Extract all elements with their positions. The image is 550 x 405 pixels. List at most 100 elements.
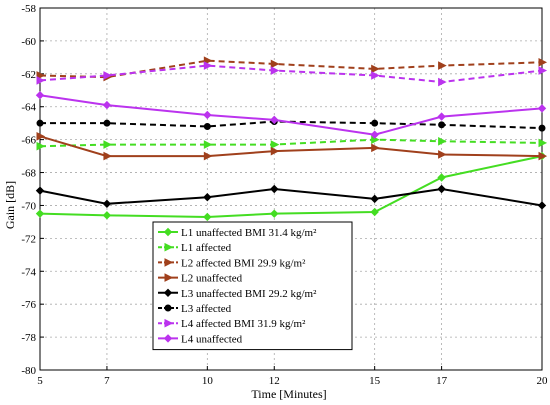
series-5 bbox=[35, 184, 547, 210]
legend-label: L3 affected bbox=[181, 303, 232, 315]
legend-entry: L3 unaffected BMI 29.2 kg/m² bbox=[158, 288, 317, 300]
data-point bbox=[203, 140, 213, 149]
legend-label: L4 affected BMI 31.9 kg/m² bbox=[181, 318, 306, 330]
legend-label: L1 affected bbox=[181, 242, 232, 254]
data-point bbox=[537, 104, 547, 113]
legend-marker bbox=[164, 273, 174, 282]
data-point bbox=[538, 66, 548, 75]
data-point bbox=[438, 136, 447, 146]
data-point bbox=[103, 151, 113, 161]
series-line bbox=[39, 138, 543, 148]
series-line bbox=[39, 187, 543, 207]
y-tick-label: -58 bbox=[21, 3, 36, 15]
legend-entry: L1 unaffected BMI 31.4 kg/m² bbox=[158, 227, 317, 239]
data-point bbox=[538, 138, 548, 148]
data-point bbox=[270, 184, 279, 194]
legend-entry: L1 affected bbox=[158, 242, 232, 254]
x-axis-ticks: 5 7 10 12 15 17 20 bbox=[37, 366, 548, 387]
data-point bbox=[102, 100, 112, 110]
data-point bbox=[270, 209, 279, 218]
y-tick-label: -80 bbox=[21, 365, 36, 377]
legend-label: L3 unaffected BMI 29.2 kg/m² bbox=[181, 288, 317, 300]
series-line bbox=[39, 155, 543, 218]
legend-marker bbox=[163, 288, 173, 298]
x-tick-label: 5 bbox=[37, 375, 43, 387]
data-point bbox=[370, 130, 379, 139]
data-point bbox=[203, 56, 213, 65]
data-point bbox=[102, 199, 112, 209]
data-point bbox=[35, 91, 45, 100]
data-point bbox=[103, 140, 113, 149]
data-point bbox=[203, 193, 212, 202]
data-point bbox=[438, 150, 447, 159]
y-axis-ticks: -80 -78 -76 -74 -72 -70 -68 -66 -64 -62 -60 -58 bbox=[21, 3, 44, 377]
legend: L1 unaffected BMI 31.4 kg/m² L1 affected L… bbox=[152, 221, 353, 351]
y-tick-label: -68 bbox=[21, 168, 36, 180]
y-tick-label: -72 bbox=[21, 233, 36, 245]
legend-entry: L2 affected BMI 29.9 kg/m² bbox=[158, 257, 306, 269]
legend-marker bbox=[164, 258, 174, 267]
data-point bbox=[370, 207, 379, 217]
data-point bbox=[437, 173, 446, 182]
legend-label: L4 unaffected bbox=[181, 333, 243, 345]
legend-marker bbox=[164, 318, 174, 328]
y-tick-label: -74 bbox=[21, 266, 36, 278]
x-tick-label: 17 bbox=[436, 375, 448, 387]
series-4 bbox=[36, 132, 548, 161]
data-point bbox=[538, 57, 548, 67]
data-point bbox=[36, 71, 46, 80]
data-point bbox=[270, 66, 280, 75]
y-tick-label: -70 bbox=[21, 200, 36, 212]
data-point bbox=[371, 71, 380, 80]
data-point bbox=[203, 61, 213, 70]
series-8 bbox=[35, 91, 547, 139]
data-point bbox=[538, 124, 546, 132]
data-point bbox=[270, 59, 280, 69]
data-point bbox=[270, 115, 279, 125]
y-tick-label: -76 bbox=[21, 299, 36, 311]
series-2 bbox=[36, 135, 548, 151]
data-point bbox=[36, 76, 46, 85]
data-point bbox=[538, 151, 548, 161]
data-point bbox=[438, 121, 446, 129]
data-point bbox=[103, 119, 111, 127]
series-1 bbox=[35, 151, 547, 222]
x-tick-label: 10 bbox=[202, 375, 214, 387]
data-point bbox=[203, 110, 212, 120]
series-6 bbox=[36, 118, 546, 132]
data-point bbox=[36, 132, 46, 141]
y-tick-label: -60 bbox=[21, 36, 36, 48]
x-tick-label: 7 bbox=[104, 375, 110, 387]
legend-marker bbox=[163, 334, 173, 343]
data-point bbox=[203, 212, 212, 222]
x-tick-label: 12 bbox=[269, 375, 280, 387]
legend-marker bbox=[164, 242, 174, 252]
y-tick-label: -66 bbox=[21, 135, 36, 147]
data-point bbox=[370, 194, 379, 204]
legend-entry: L2 unaffected bbox=[158, 273, 243, 285]
data-point bbox=[203, 151, 213, 161]
data-point bbox=[36, 119, 44, 127]
series-3 bbox=[36, 56, 548, 82]
data-point bbox=[438, 77, 447, 87]
data-point bbox=[103, 71, 113, 80]
data-point bbox=[35, 186, 45, 195]
data-point bbox=[270, 146, 280, 156]
legend-entry: L4 unaffected bbox=[158, 333, 243, 345]
data-point bbox=[537, 201, 547, 210]
y-tick-label: -64 bbox=[21, 102, 36, 114]
series-line bbox=[39, 94, 543, 136]
data-point bbox=[36, 141, 46, 151]
x-tick-label: 20 bbox=[537, 375, 549, 387]
data-point bbox=[437, 112, 446, 121]
legend-entry: L4 affected BMI 31.9 kg/m² bbox=[158, 318, 306, 330]
legend-label: L2 unaffected bbox=[181, 273, 243, 285]
series-layer bbox=[35, 56, 548, 222]
legend-entry: L3 affected bbox=[158, 303, 232, 315]
data-point bbox=[371, 119, 379, 127]
y-tick-label: -78 bbox=[21, 332, 36, 344]
data-point bbox=[437, 184, 446, 194]
data-point bbox=[203, 122, 211, 130]
legend-marker bbox=[164, 304, 172, 312]
